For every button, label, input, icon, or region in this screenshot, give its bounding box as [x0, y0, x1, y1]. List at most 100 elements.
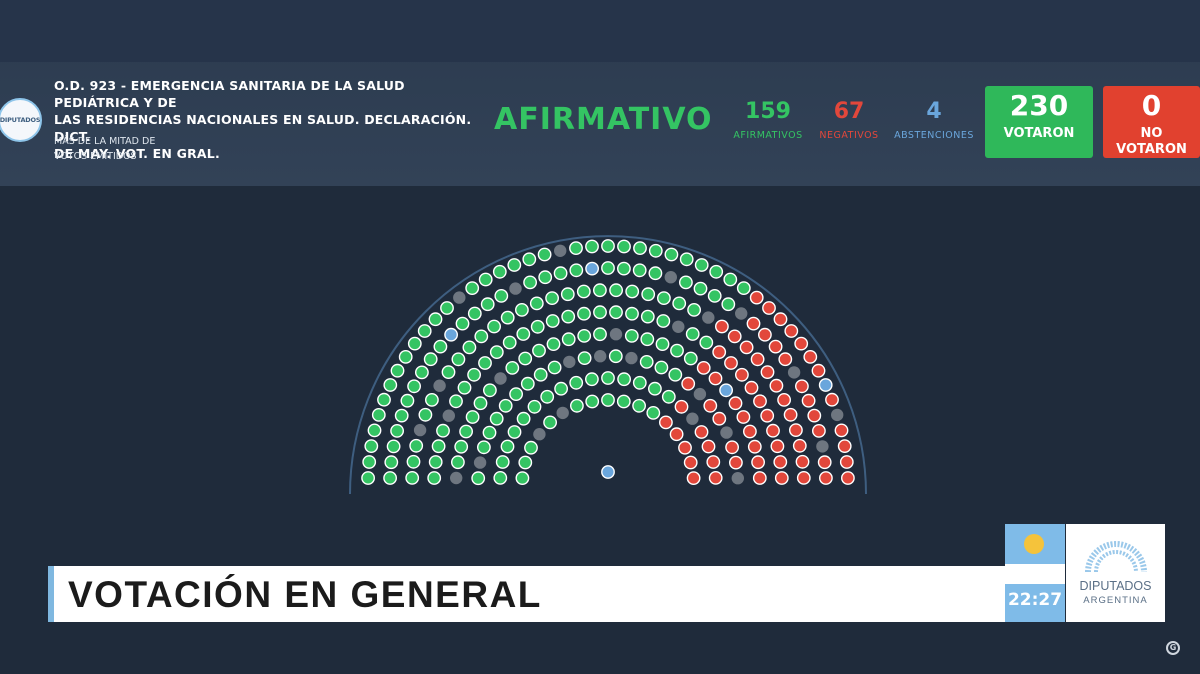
- seat-afirmativo: [418, 407, 433, 422]
- seat-negativo: [674, 399, 689, 414]
- seat-afirmativo: [683, 351, 698, 366]
- seat-afirmativo: [409, 438, 424, 453]
- seat-afirmativo: [569, 263, 584, 278]
- seat-afirmativo: [518, 351, 533, 366]
- seat-negativo: [795, 454, 810, 469]
- seat-afirmativo: [467, 306, 482, 321]
- seat-ausente: [672, 320, 685, 333]
- seat-afirmativo: [478, 272, 493, 287]
- seat-afirmativo: [547, 360, 562, 375]
- seat-ausente: [787, 366, 801, 379]
- seat-negativo: [796, 470, 811, 485]
- seat-afirmativo: [633, 241, 647, 255]
- seat-negativo: [725, 440, 739, 455]
- seat-afirmativo: [648, 381, 662, 396]
- seat-afirmativo: [540, 389, 555, 404]
- seat-negativo: [837, 439, 852, 454]
- seat-afirmativo: [608, 349, 623, 364]
- votaron-value: 230: [1009, 89, 1069, 122]
- seat-negativo: [708, 371, 723, 386]
- seat-afirmativo: [428, 455, 443, 469]
- seat-afirmativo: [431, 439, 446, 454]
- seat-afirmativo: [641, 287, 656, 302]
- seat-afirmativo: [632, 375, 647, 390]
- seat-afirmativo: [383, 471, 397, 485]
- seat-negativo: [760, 408, 775, 423]
- seat-afirmativo: [685, 327, 700, 341]
- seat-afirmativo: [640, 309, 655, 324]
- no-votaron-box: 0 NO VOTARON: [1103, 86, 1200, 158]
- stat-negativos: 67 NEGATIVOS: [814, 98, 884, 141]
- seat-negativo: [715, 319, 729, 334]
- subtitle-line: MÁS DE LA MITAD DE: [54, 136, 156, 147]
- dome-icon: [1085, 541, 1147, 573]
- seat-negativo: [789, 423, 803, 438]
- seat-afirmativo: [527, 399, 542, 414]
- seat-afirmativo: [601, 393, 615, 407]
- seat-ausente: [693, 387, 707, 401]
- seat-afirmativo: [561, 332, 576, 347]
- seat-afirmativo: [530, 319, 545, 334]
- seat-afirmativo: [524, 440, 538, 455]
- seat-ausente: [664, 271, 677, 284]
- seat-negativo: [768, 339, 783, 354]
- seat-afirmativo: [617, 372, 631, 387]
- seat-negativo: [752, 471, 767, 485]
- seat-afirmativo: [736, 281, 751, 296]
- seat-afirmativo: [474, 329, 489, 344]
- seat-ausente: [494, 372, 507, 385]
- seat-negativo: [744, 380, 759, 395]
- seat-afirmativo: [489, 411, 504, 426]
- seat-afirmativo: [515, 471, 530, 485]
- seat-ausente: [453, 291, 466, 304]
- seat-afirmativo: [640, 332, 655, 347]
- seat-afirmativo: [441, 365, 456, 380]
- seat-negativo: [736, 410, 751, 424]
- seat-afirmativo: [407, 336, 422, 351]
- seat-afirmativo: [656, 314, 671, 328]
- seat-afirmativo: [543, 415, 557, 430]
- seat-negativo: [794, 336, 809, 351]
- seat-afirmativo: [577, 306, 591, 321]
- seat-afirmativo: [707, 289, 722, 303]
- banner-text: VOTACIÓN EN GENERAL: [68, 574, 542, 615]
- seat-afirmativo: [569, 241, 583, 255]
- seat-negativo: [758, 327, 772, 342]
- seat-afirmativo: [427, 471, 442, 485]
- seat-afirmativo: [625, 306, 639, 321]
- seat-afirmativo: [648, 243, 663, 258]
- seat-afirmativo: [440, 301, 454, 315]
- diputados-brand: DIPUTADOS ARGENTINA: [1066, 524, 1165, 622]
- seat-afirmativo: [639, 354, 654, 369]
- seat-ausente: [433, 379, 446, 392]
- seat-afirmativo: [414, 365, 429, 380]
- seat-afirmativo: [721, 297, 736, 312]
- seat-afirmativo: [465, 410, 480, 424]
- seat-afirmativo: [655, 337, 670, 352]
- seat-afirmativo: [699, 335, 714, 350]
- seat-afirmativo: [390, 363, 405, 378]
- no-votaron-label-1: NO: [1140, 126, 1163, 141]
- seat-afirmativo: [632, 263, 647, 278]
- seat-afirmativo: [478, 356, 492, 370]
- top-strip: [0, 0, 1200, 62]
- seat-negativo: [751, 455, 765, 470]
- seat-afirmativo: [533, 367, 548, 382]
- seat-ausente: [554, 244, 567, 257]
- seat-negativo: [839, 455, 854, 469]
- seat-negativo: [706, 455, 721, 469]
- seat-negativo: [746, 316, 761, 331]
- seat-afirmativo: [509, 387, 523, 402]
- seat-afirmativo: [436, 423, 450, 438]
- seat-afirmativo: [664, 247, 679, 262]
- votaron-box: 230 VOTARON: [985, 86, 1093, 158]
- seat-afirmativo: [593, 327, 607, 342]
- seat-afirmativo: [560, 287, 575, 302]
- seat-afirmativo: [390, 423, 404, 438]
- title-line: DE MAY. VOT. EN GRAL.: [54, 146, 220, 161]
- seat-afirmativo: [661, 389, 676, 404]
- seat-negativo: [727, 329, 742, 344]
- brand-line-2: ARGENTINA: [1083, 595, 1148, 606]
- seat-negativo: [760, 365, 775, 380]
- seat-afirmativo: [502, 335, 517, 350]
